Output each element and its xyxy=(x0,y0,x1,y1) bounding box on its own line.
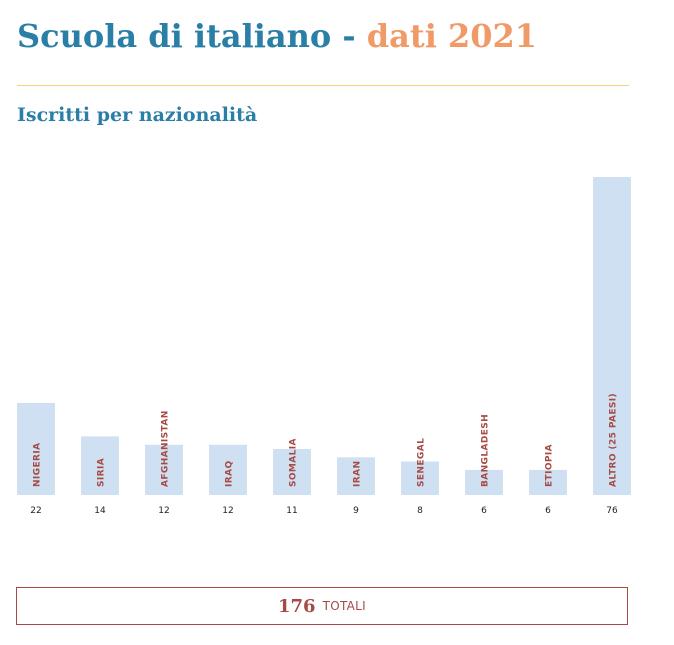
category-label: IRAN xyxy=(353,461,363,487)
bar-chart: NIGERIA 22 SIRIA 14 AFGHANISTAN 12 IRAQ 12 SOMAL… xyxy=(17,177,631,516)
bar-9 xyxy=(593,177,631,495)
title-accent: dati 2021 xyxy=(366,17,538,55)
category-label: NIGERIA xyxy=(33,443,43,487)
bar-2 xyxy=(145,444,183,495)
category-label: SIRIA xyxy=(97,458,107,487)
title-separator: - xyxy=(331,17,367,55)
category-label: ETIOPIA xyxy=(545,444,555,487)
value-label: 6 xyxy=(545,506,551,516)
total-label: TOTALI xyxy=(322,599,366,613)
category-label: IRAQ xyxy=(225,461,235,488)
page-title: Scuola di italiano - dati 2021 xyxy=(17,14,537,58)
bar-5 xyxy=(337,457,375,495)
value-label: 9 xyxy=(353,506,359,516)
value-label: 6 xyxy=(481,506,487,516)
value-label: 11 xyxy=(286,506,297,516)
bar-6 xyxy=(401,461,439,495)
total-box: 176 TOTALI xyxy=(16,587,628,625)
value-label: 14 xyxy=(94,506,106,516)
category-label: SOMALIA xyxy=(289,438,299,487)
category-label: ALTRO (25 PAESI) xyxy=(609,393,619,487)
bar-4 xyxy=(273,448,311,495)
value-label: 76 xyxy=(606,506,618,516)
bar-3 xyxy=(209,444,247,495)
value-label: 22 xyxy=(30,506,41,516)
value-label: 12 xyxy=(222,506,233,516)
value-label: 8 xyxy=(417,506,423,516)
title-main: Scuola di italiano xyxy=(17,17,332,55)
bar-0 xyxy=(17,402,55,495)
value-label: 12 xyxy=(158,506,169,516)
chart-subtitle: Iscritti per nazionalità xyxy=(17,104,258,126)
total-value: 176 xyxy=(278,595,316,617)
category-label: BANGLADESH xyxy=(481,414,491,487)
divider xyxy=(17,85,629,86)
category-label: SENEGAL xyxy=(417,438,427,487)
bar-8 xyxy=(529,469,567,495)
category-label: AFGHANISTAN xyxy=(161,410,171,487)
bar-7 xyxy=(465,469,503,495)
bar-1 xyxy=(81,436,119,495)
